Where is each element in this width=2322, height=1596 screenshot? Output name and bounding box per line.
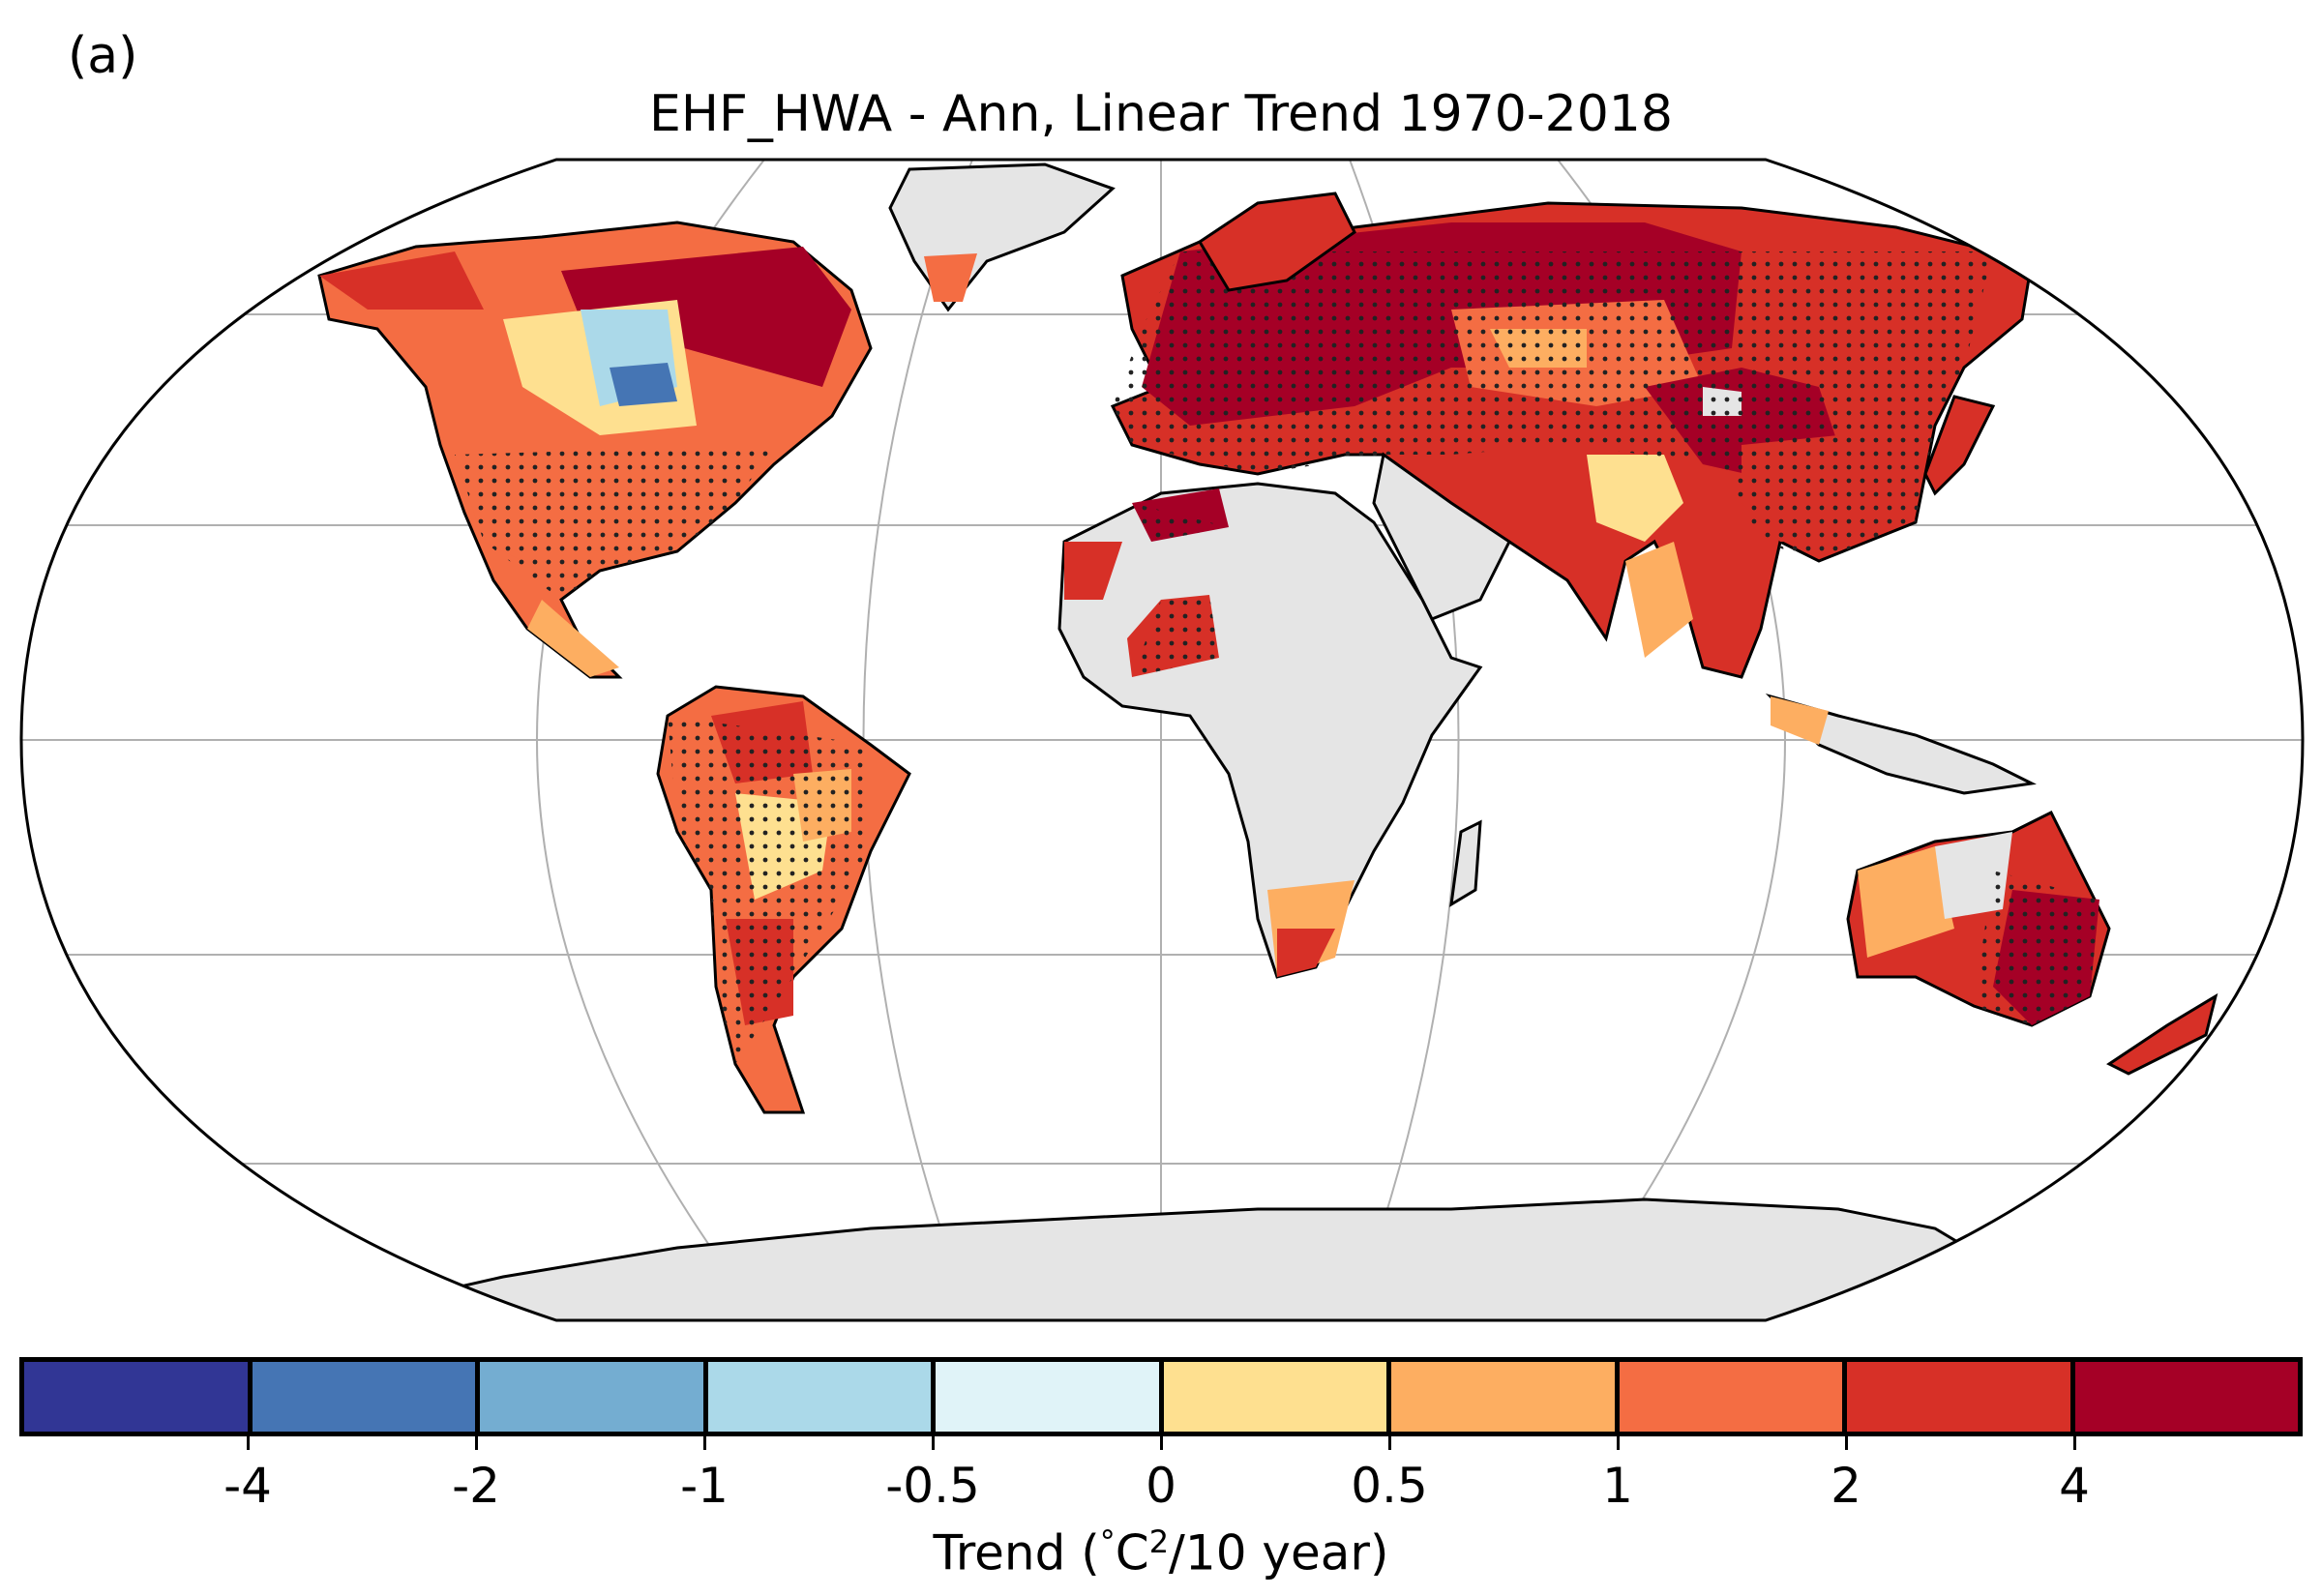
colorbar-ticks: -4 -2 -1 -0.5 0 0.5 1 2 4 [19, 1436, 2303, 1552]
arabia [1372, 452, 1511, 621]
antarctica [289, 1197, 2035, 1320]
robinson-map [19, 158, 2305, 1322]
colorbar-tick [932, 1436, 935, 1450]
colorbar-label-prefix: Trend ( [933, 1524, 1100, 1581]
panel-label: (a) [68, 27, 138, 85]
colorbar-segment [24, 1362, 253, 1432]
colorbar-tick [1160, 1436, 1163, 1450]
colorbar-tick [703, 1436, 706, 1450]
colorbar-tick [1388, 1436, 1391, 1450]
greenland [888, 163, 1116, 312]
colorbar-tick-label: 0 [1146, 1458, 1176, 1514]
colorbar-tick-label: 1 [1602, 1458, 1633, 1514]
colorbar-label-degree: ° [1099, 1523, 1116, 1560]
colorbar-segment [1847, 1362, 2075, 1432]
madagascar [1449, 819, 1482, 907]
colorbar-tick-label: 4 [2059, 1458, 2090, 1514]
globe-outline [19, 158, 2305, 1322]
colorbar-label: Trend (°C2/10 year) [0, 1523, 2322, 1581]
colorbar-tick [1617, 1436, 1620, 1450]
scandinavia [1197, 192, 1356, 292]
new-zealand [2106, 992, 2218, 1076]
colorbar [19, 1357, 2303, 1436]
indonesia [1765, 693, 2037, 795]
colorbar-segment [707, 1362, 936, 1432]
colorbar-label-sup: 2 [1148, 1523, 1170, 1560]
colorbar-segment [480, 1362, 708, 1432]
colorbar-tick [2073, 1436, 2076, 1450]
colorbar-tick [1845, 1436, 1848, 1450]
colorbar-tick-label: 0.5 [1351, 1458, 1428, 1514]
colorbar-tick [475, 1436, 478, 1450]
japan [1923, 395, 1996, 496]
colorbar-tick-label: -0.5 [885, 1458, 980, 1514]
colorbar-tick-label: -1 [680, 1458, 729, 1514]
colorbar-segment [1619, 1362, 1847, 1432]
colorbar-tick-label: -2 [452, 1458, 500, 1514]
colorbar-segment [2074, 1362, 2298, 1432]
map-title: EHF_HWA - Ann, Linear Trend 1970-2018 [649, 85, 1673, 143]
colorbar-label-suffix: /10 year) [1169, 1524, 1389, 1581]
colorbar-tick-label: 2 [1831, 1458, 1861, 1514]
colorbar-label-unit: C [1115, 1524, 1149, 1581]
colorbar-segment [1163, 1362, 1391, 1432]
colorbar-segment [1391, 1362, 1620, 1432]
colorbar-segment [936, 1362, 1164, 1432]
colorbar-segment [252, 1362, 480, 1432]
colorbar-tick [247, 1436, 250, 1450]
colorbar-tick-label: -4 [223, 1458, 272, 1514]
